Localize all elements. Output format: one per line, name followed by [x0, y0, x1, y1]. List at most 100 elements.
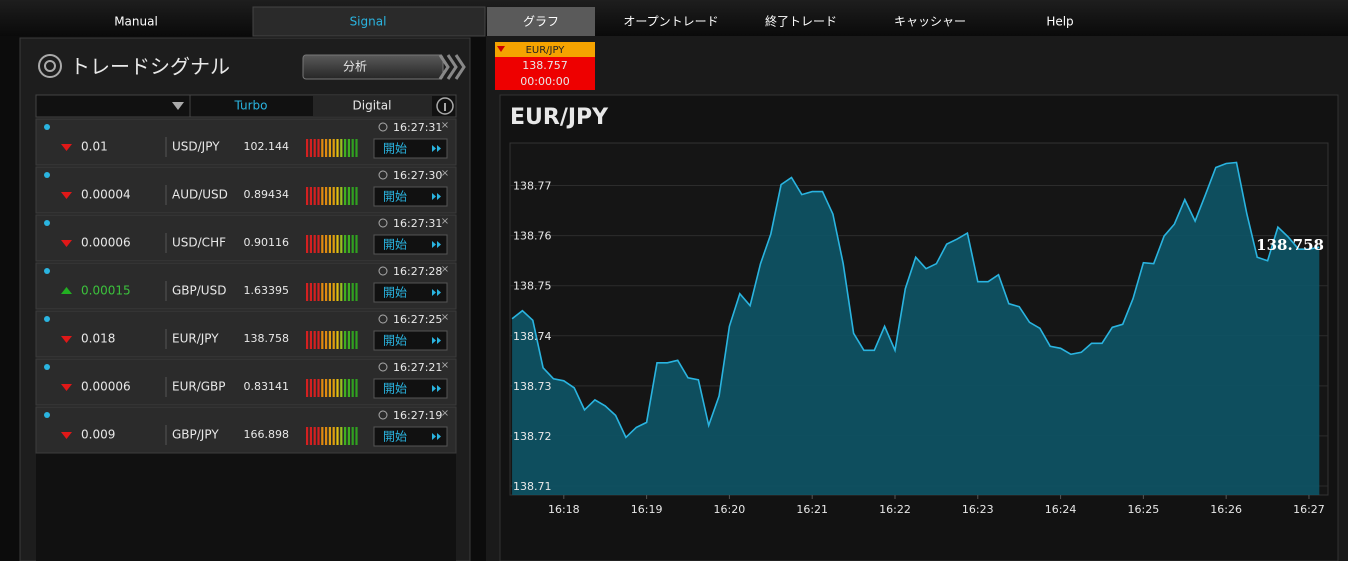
start-button[interactable]	[373, 186, 448, 207]
nav-item[interactable]: Help	[1046, 15, 1073, 29]
chart-title: EUR/JPY	[510, 105, 609, 130]
meter-bar	[313, 283, 316, 301]
meter-bar	[336, 283, 339, 301]
signal-change: 0.01	[81, 140, 108, 154]
meter-bar	[317, 427, 320, 445]
trend-arrow	[61, 144, 72, 151]
nav-bar	[0, 0, 1348, 36]
x-tick-label: 16:22	[879, 503, 911, 516]
signal-price: 102.144	[244, 140, 290, 153]
x-tick-label: 16:27	[1293, 503, 1325, 516]
signal-time: 16:27:19	[393, 409, 442, 422]
close-x: ×	[441, 168, 449, 179]
meter-bar	[328, 379, 331, 397]
meter-bar	[332, 235, 335, 253]
clock-icon	[378, 362, 388, 372]
clock-icon	[378, 170, 388, 180]
meter-bar	[328, 187, 331, 205]
start-label: 開始	[383, 334, 407, 348]
meter-bar	[309, 139, 312, 157]
price-line	[511, 161, 1320, 439]
signal-price: 1.63395	[244, 284, 290, 297]
meter-bar	[340, 187, 343, 205]
y-tick-label: 138.72	[513, 430, 552, 443]
y-tick-label: 138.71	[513, 480, 552, 493]
meter-bar	[306, 427, 309, 445]
meter-bar	[340, 139, 343, 157]
meter-bar	[328, 331, 331, 349]
start-arrows	[432, 289, 441, 296]
meter-bar	[347, 283, 350, 301]
x-tick-label: 16:23	[962, 503, 994, 516]
meter-bar	[313, 427, 316, 445]
signal-change: 0.00004	[81, 188, 131, 202]
meter-bar	[313, 187, 316, 205]
meter-bar	[313, 139, 316, 157]
meter-bar	[317, 379, 320, 397]
meter-bar	[332, 427, 335, 445]
meter-bar	[317, 139, 320, 157]
meter-bar	[306, 283, 309, 301]
meter-bar	[309, 331, 312, 349]
signal-time: 16:27:31	[393, 217, 442, 230]
start-label: 開始	[383, 238, 407, 252]
status-dot	[44, 412, 50, 418]
meter-bar	[347, 187, 350, 205]
signal-change: 0.00006	[81, 380, 131, 394]
meter-bar	[328, 427, 331, 445]
meter-bar	[321, 139, 324, 157]
meter-bar	[351, 187, 354, 205]
nav-item[interactable]: グラフ	[523, 15, 559, 29]
nav-item[interactable]: キャッシャー	[894, 15, 966, 29]
dropdown-arrow[interactable]	[172, 102, 184, 110]
start-button[interactable]	[373, 378, 448, 399]
start-arrows	[432, 385, 441, 392]
analysis-button[interactable]	[302, 54, 444, 80]
close-x: ×	[441, 312, 449, 323]
ticker-head	[495, 42, 595, 57]
start-button[interactable]	[373, 426, 448, 447]
signal-icon	[44, 60, 56, 72]
start-button[interactable]	[373, 282, 448, 303]
start-button[interactable]	[373, 234, 448, 255]
status-dot	[44, 316, 50, 322]
meter-bar	[336, 379, 339, 397]
trend-arrow	[61, 432, 72, 439]
info-icon[interactable]	[436, 97, 454, 115]
nav-item[interactable]: オープントレード	[623, 15, 718, 29]
signal-pair: USD/CHF	[172, 236, 226, 250]
meter-bar	[347, 235, 350, 253]
meter-bar	[336, 427, 339, 445]
meter-bar	[306, 187, 309, 205]
meter-bar	[344, 235, 347, 253]
signal-tab-bg	[252, 6, 486, 37]
start-button[interactable]	[373, 330, 448, 351]
trend-arrow	[61, 336, 72, 343]
trend-arrow	[61, 287, 72, 294]
panel-title: トレードシグナル	[70, 55, 230, 79]
meter-bar	[321, 235, 324, 253]
meter-bar	[351, 427, 354, 445]
meter-bar	[313, 331, 316, 349]
y-tick-label: 138.73	[513, 380, 552, 393]
meter-bar	[325, 283, 328, 301]
close-x: ×	[441, 360, 449, 371]
x-tick-label: 16:20	[714, 503, 746, 516]
x-tick-label: 16:19	[631, 503, 663, 516]
nav-item[interactable]: Signal	[350, 15, 387, 29]
turbo-tab[interactable]: Turbo	[233, 99, 267, 113]
meter-bar	[309, 235, 312, 253]
nav-item[interactable]: Manual	[114, 15, 158, 29]
digital-tab[interactable]: Digital	[353, 99, 392, 113]
meter-bar	[347, 331, 350, 349]
start-button[interactable]	[373, 138, 448, 159]
nav-item[interactable]: 終了トレード	[765, 14, 837, 29]
meter-bar	[313, 379, 316, 397]
ticker-pair: EUR/JPY	[526, 45, 566, 56]
meter-bar	[355, 379, 358, 397]
trend-arrow	[61, 192, 72, 199]
signal-pair: EUR/GBP	[172, 380, 226, 394]
meter-bar	[340, 283, 343, 301]
meter-bar	[328, 235, 331, 253]
